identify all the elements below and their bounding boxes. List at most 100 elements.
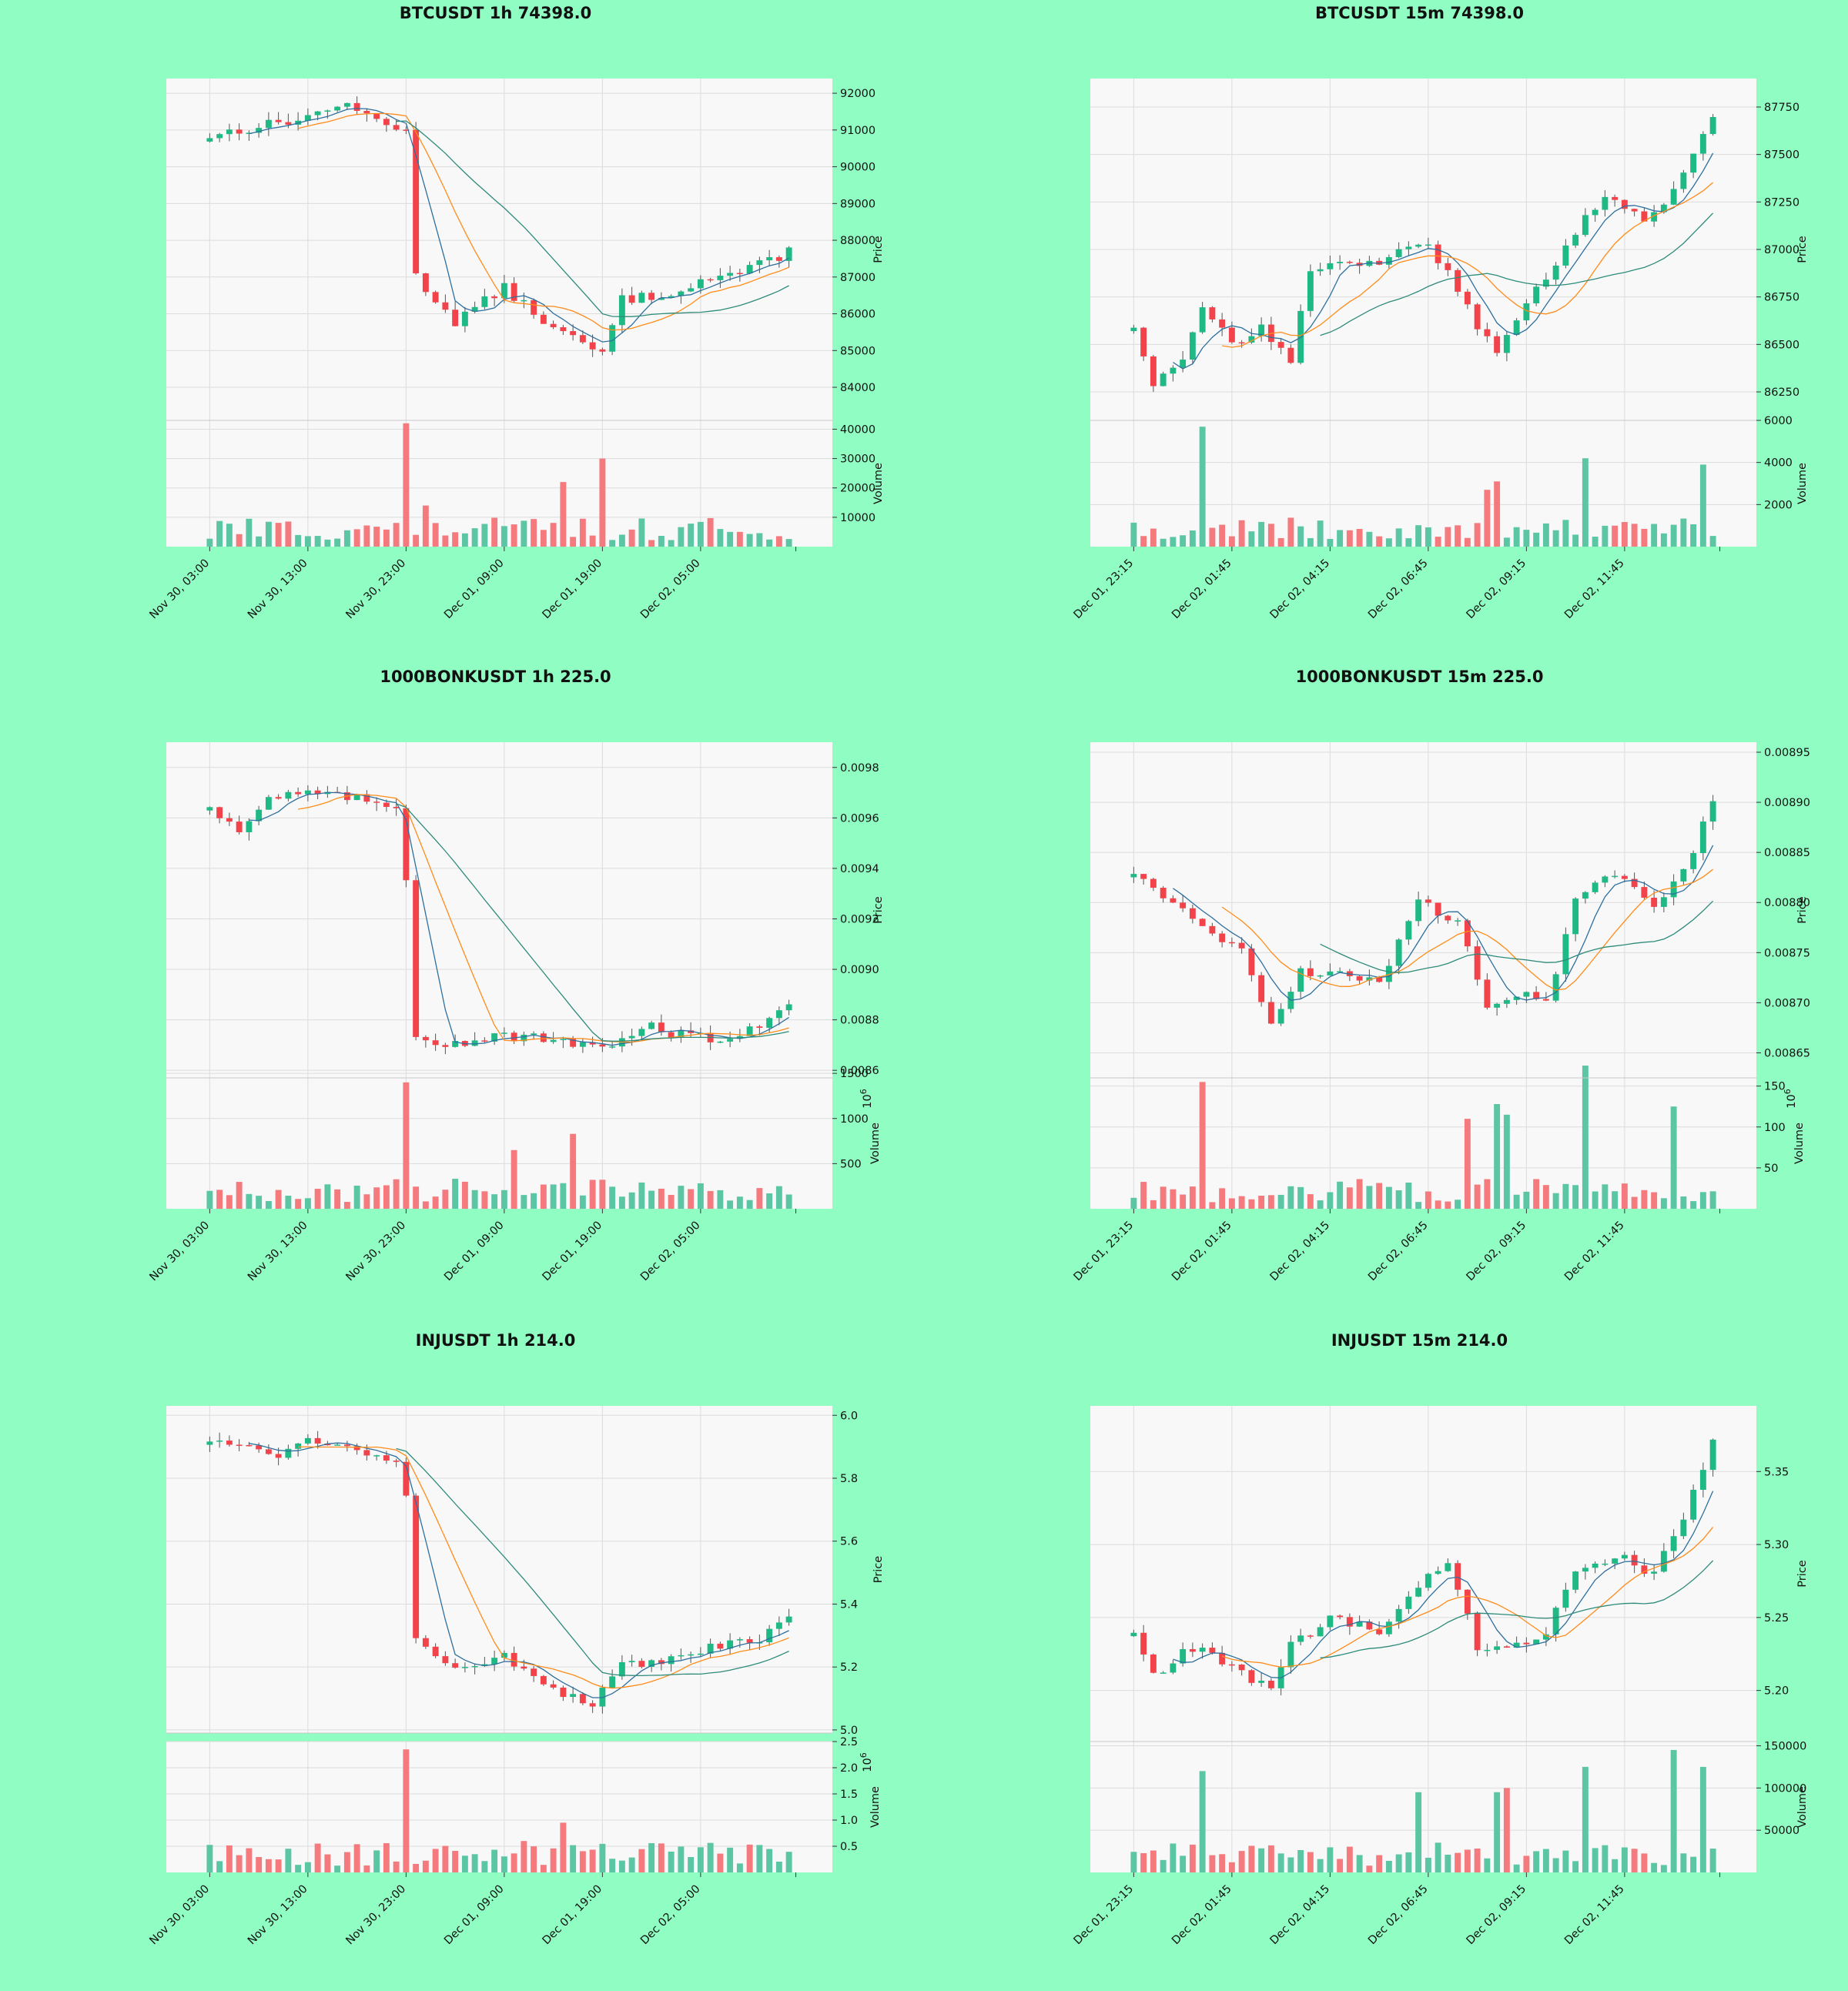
candle-body (1297, 1635, 1304, 1642)
volume-bar (1248, 531, 1255, 547)
volume-tick-label: 4000 (1764, 457, 1793, 470)
volume-bar (1327, 1192, 1334, 1209)
volume-bar (688, 1189, 695, 1209)
candle-body (1228, 942, 1235, 944)
volume-bar (1641, 1190, 1648, 1209)
volume-multiplier-base: 10 (862, 1758, 874, 1772)
candle-body (531, 1668, 537, 1676)
volume-tick-label: 100 (1764, 1122, 1786, 1134)
volume-bar (521, 1195, 527, 1209)
candle-body (511, 283, 517, 301)
volume-bar (1317, 1200, 1324, 1209)
candle-body (1180, 1648, 1187, 1664)
candle-body (422, 1638, 429, 1647)
volume-bar (1631, 1196, 1638, 1209)
candle-body (579, 1694, 586, 1704)
candle-body (1523, 1642, 1530, 1645)
price-tick-label: 88000 (840, 235, 875, 247)
volume-bar (236, 1182, 243, 1209)
volume-bar (1356, 1179, 1363, 1209)
volume-bar (1287, 1186, 1294, 1209)
candle-body (1445, 1563, 1451, 1571)
volume-bar (570, 1845, 577, 1872)
volume-bar (491, 1849, 498, 1872)
volume-bar (226, 1195, 233, 1209)
candle-body (1248, 1670, 1255, 1683)
candle-body (648, 1660, 655, 1667)
volume-bar (599, 458, 606, 547)
volume-bar (1140, 536, 1147, 547)
candle-body (1435, 1571, 1441, 1574)
volume-bar (1562, 1850, 1569, 1872)
price-tick-label: 0.00885 (1764, 847, 1810, 859)
volume-bar (697, 1847, 704, 1872)
volume-bar (393, 1179, 400, 1209)
candle-body (1602, 876, 1609, 883)
volume-bar (1445, 1854, 1451, 1872)
volume-bar (1170, 537, 1177, 547)
candle-body (432, 1646, 439, 1657)
candle-body (746, 1639, 753, 1643)
volume-bar (1621, 1847, 1628, 1872)
volume-bar (1592, 1191, 1599, 1209)
volume-bar (589, 535, 596, 547)
candle-body (1513, 1642, 1520, 1648)
candle-body (1415, 1588, 1422, 1597)
volume-bar (1180, 535, 1187, 547)
candle-body (1641, 211, 1648, 222)
volume-bar (1317, 520, 1324, 547)
volume-bar (1602, 1845, 1609, 1872)
volume-bar (727, 1847, 734, 1872)
volume-bar (373, 527, 380, 547)
volume-bar (1415, 1792, 1422, 1872)
candle-body (785, 247, 792, 261)
candle-body (1395, 939, 1402, 966)
volume-bar (746, 534, 753, 547)
volume-bar (521, 520, 527, 547)
volume-bar (1602, 1184, 1609, 1209)
price-axis-label: Price (1796, 1560, 1809, 1587)
candle-body (697, 279, 704, 289)
volume-axis-label: Volume (872, 463, 885, 504)
volume-bar (1503, 1114, 1510, 1209)
volume-bar (1424, 1857, 1431, 1872)
candle-body (1385, 256, 1392, 265)
candle-body (353, 1446, 360, 1451)
volume-bar (393, 523, 400, 547)
volume-bar (560, 482, 567, 547)
price-tick-label: 84000 (840, 382, 875, 394)
moving-average-line (1320, 900, 1714, 973)
x-tick-label: Nov 30, 13:00 (246, 1220, 310, 1284)
candle-body (1680, 868, 1687, 882)
volume-bar (314, 1189, 321, 1209)
price-tick-label: 5.25 (1764, 1612, 1789, 1625)
volume-bar (775, 536, 782, 547)
candle-body (216, 1441, 223, 1442)
volume-bar (452, 1179, 459, 1209)
candle-body (727, 1640, 734, 1649)
candle-body (363, 794, 370, 802)
candle-body (550, 1039, 557, 1042)
candle-body (1533, 286, 1540, 303)
volume-bar (1474, 1848, 1481, 1872)
volume-bar (442, 1845, 449, 1872)
volume-bar (756, 1845, 763, 1872)
volume-axis-label: Volume (869, 1786, 882, 1828)
volume-bar (589, 1849, 596, 1872)
volume-bar (727, 1200, 734, 1209)
volume-bar (648, 1190, 655, 1209)
candle-body (206, 807, 213, 811)
candle-body (1690, 853, 1697, 869)
volume-bar (403, 423, 410, 547)
volume-bar (560, 1183, 567, 1209)
candle-body (393, 807, 400, 808)
candle-body (1415, 244, 1422, 247)
candle-body (579, 1042, 586, 1047)
candle-body (1424, 1574, 1431, 1588)
volume-bar (1542, 1185, 1549, 1209)
volume-bar (579, 1195, 586, 1209)
candle-body (727, 1039, 734, 1042)
volume-bar (1307, 1852, 1314, 1872)
volume-bar (1297, 1849, 1304, 1872)
